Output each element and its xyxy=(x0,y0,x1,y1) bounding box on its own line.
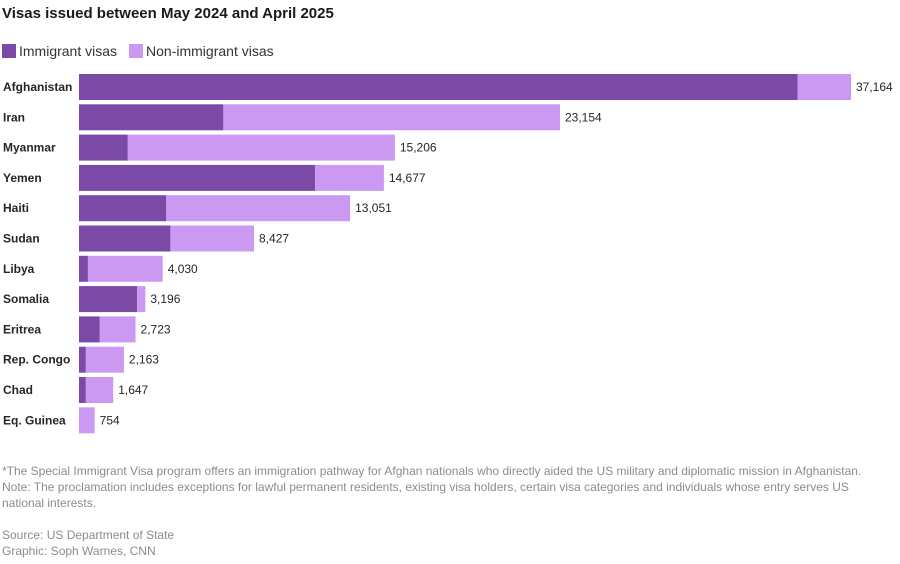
bar-non-immigrant-sudan xyxy=(170,225,255,252)
bar-immigrant-somalia xyxy=(79,286,138,313)
chart-title: Visas issued between May 2024 and April … xyxy=(2,5,334,22)
bar-immigrant-chad xyxy=(79,377,86,403)
category-label-afghanistan: Afghanistan xyxy=(3,80,72,94)
bar-non-immigrant-afghanistan xyxy=(797,74,851,100)
footnote-line-2: Note: The proclamation includes exceptio… xyxy=(2,480,849,510)
total-label-libya: 4,030 xyxy=(168,262,198,276)
bar-immigrant-myanmar xyxy=(79,134,128,161)
bar-non-immigrant-somalia xyxy=(137,286,146,313)
legend-label-non-immigrant: Non-immigrant visas xyxy=(146,43,274,59)
category-label-eritrea: Eritrea xyxy=(3,322,41,336)
total-label-iran: 23,154 xyxy=(565,110,602,124)
bar-immigrant-libya xyxy=(79,255,88,282)
total-label-eritrea: 2,723 xyxy=(141,322,171,336)
bar-immigrant-rep-congo xyxy=(79,346,86,373)
category-label-iran: Iran xyxy=(3,110,25,124)
bar-non-immigrant-myanmar xyxy=(127,134,395,161)
bar-immigrant-afghanistan xyxy=(79,74,798,100)
bar-immigrant-iran xyxy=(79,104,224,131)
total-label-rep-congo: 2,163 xyxy=(129,353,159,367)
total-label-myanmar: 15,206 xyxy=(400,141,437,155)
category-label-myanmar: Myanmar xyxy=(3,141,56,155)
bar-non-immigrant-eq-guinea xyxy=(79,407,95,434)
graphic-credit-line: Graphic: Soph Warnes, CNN xyxy=(2,544,156,558)
bar-immigrant-sudan xyxy=(79,225,171,252)
category-label-eq-guinea: Eq. Guinea xyxy=(3,413,66,427)
footnote: *The Special Immigrant Visa program offe… xyxy=(2,463,892,511)
bar-immigrant-eritrea xyxy=(79,316,100,343)
bar-immigrant-haiti xyxy=(79,195,167,222)
total-label-yemen: 14,677 xyxy=(389,171,426,185)
footnote-line-1: *The Special Immigrant Visa program offe… xyxy=(2,464,862,478)
bar-non-immigrant-eritrea xyxy=(99,316,136,343)
bar-non-immigrant-chad xyxy=(85,377,114,403)
bar-non-immigrant-rep-congo xyxy=(85,346,124,373)
category-label-sudan: Sudan xyxy=(3,232,40,246)
bar-non-immigrant-libya xyxy=(87,255,163,282)
bar-chart: Afghanistan 37,164 Iran 23,154 Myanmar 15,206… xyxy=(3,74,893,434)
bar-non-immigrant-iran xyxy=(223,104,560,131)
legend-swatch-non-immigrant xyxy=(129,44,144,58)
total-label-afghanistan: 37,164 xyxy=(856,80,893,94)
category-label-rep-congo: Rep. Congo xyxy=(3,353,70,367)
legend-swatch-immigrant xyxy=(2,44,16,58)
category-label-yemen: Yemen xyxy=(3,171,42,185)
legend-label-immigrant: Immigrant visas xyxy=(19,43,118,59)
category-label-haiti: Haiti xyxy=(3,201,29,215)
legend-item-immigrant: Immigrant visas xyxy=(2,43,117,59)
category-label-somalia: Somalia xyxy=(3,292,49,306)
total-label-eq-guinea: 754 xyxy=(100,413,120,427)
source-line: Source: US Department of State xyxy=(2,528,175,542)
category-label-chad: Chad xyxy=(3,383,33,397)
chart-legend: Immigrant visas Non-immigrant visas xyxy=(2,43,286,59)
category-label-libya: Libya xyxy=(3,262,35,276)
total-label-somalia: 3,196 xyxy=(150,292,180,306)
legend-item-non-immigrant: Non-immigrant visas xyxy=(129,43,274,59)
total-label-chad: 1,647 xyxy=(118,383,148,397)
total-label-haiti: 13,051 xyxy=(355,201,392,215)
bar-non-immigrant-haiti xyxy=(166,195,351,222)
bar-immigrant-yemen xyxy=(79,164,316,191)
total-label-sudan: 8,427 xyxy=(259,232,289,246)
bar-non-immigrant-yemen xyxy=(315,164,384,191)
source-credits: Source: US Department of State Graphic: … xyxy=(2,527,174,559)
